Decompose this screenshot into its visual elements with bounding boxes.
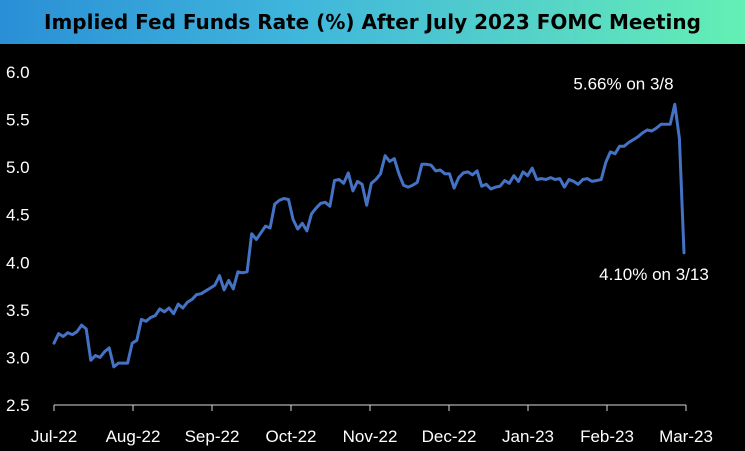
annotation-peak: 5.66% on 3/8	[573, 74, 673, 93]
y-tick-label: 5.5	[6, 111, 30, 130]
x-tick-label: Mar-23	[659, 427, 713, 446]
annotation-last: 4.10% on 3/13	[599, 265, 709, 284]
y-tick-label: 4.5	[6, 206, 30, 225]
x-tick-label: Feb-23	[580, 427, 634, 446]
x-tick-label: Oct-22	[265, 427, 316, 446]
x-tick-label: Nov-22	[343, 427, 398, 446]
title-bar: Implied Fed Funds Rate (%) After July 20…	[0, 0, 745, 44]
series-line	[52, 102, 686, 369]
x-tick-label: Aug-22	[106, 427, 161, 446]
x-tick-label: Sep-22	[185, 427, 240, 446]
y-tick-label: 6.0	[6, 63, 30, 82]
chart-title: Implied Fed Funds Rate (%) After July 20…	[44, 10, 701, 34]
y-tick-label: 5.0	[6, 158, 30, 177]
y-tick-label: 2.5	[6, 396, 30, 415]
y-tick-label: 4.0	[6, 253, 30, 272]
y-tick-label: 3.5	[6, 301, 30, 320]
y-tick-label: 3.0	[6, 348, 30, 367]
x-tick-label: Jul-22	[31, 427, 77, 446]
x-tick-label: Jan-23	[502, 427, 554, 446]
x-tick-label: Dec-22	[422, 427, 477, 446]
